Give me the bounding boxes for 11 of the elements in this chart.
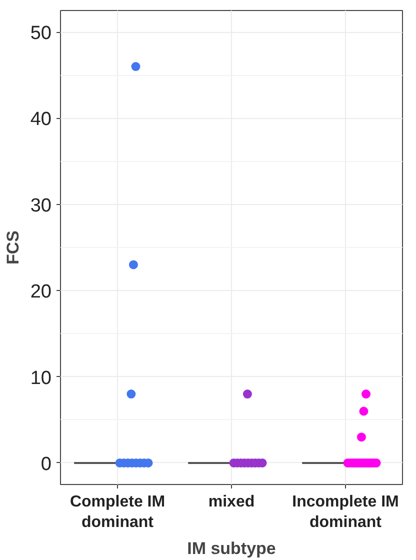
y-tick-label: 20 [30,282,52,303]
x-tick-label: Complete IM dominant [70,494,166,531]
y-tick-label: 30 [30,195,52,216]
y-tick-label: 0 [40,454,52,475]
y-tick-label: 50 [30,23,52,44]
y-tick-label: 40 [30,109,52,130]
x-axis-title: IM subtype [187,538,276,558]
y-axis-title: FCS [3,230,22,264]
x-tick-label: mixed [208,494,255,510]
x-tick-label: Incomplete IM dominant [292,494,399,531]
y-tick-label: 10 [30,368,52,389]
